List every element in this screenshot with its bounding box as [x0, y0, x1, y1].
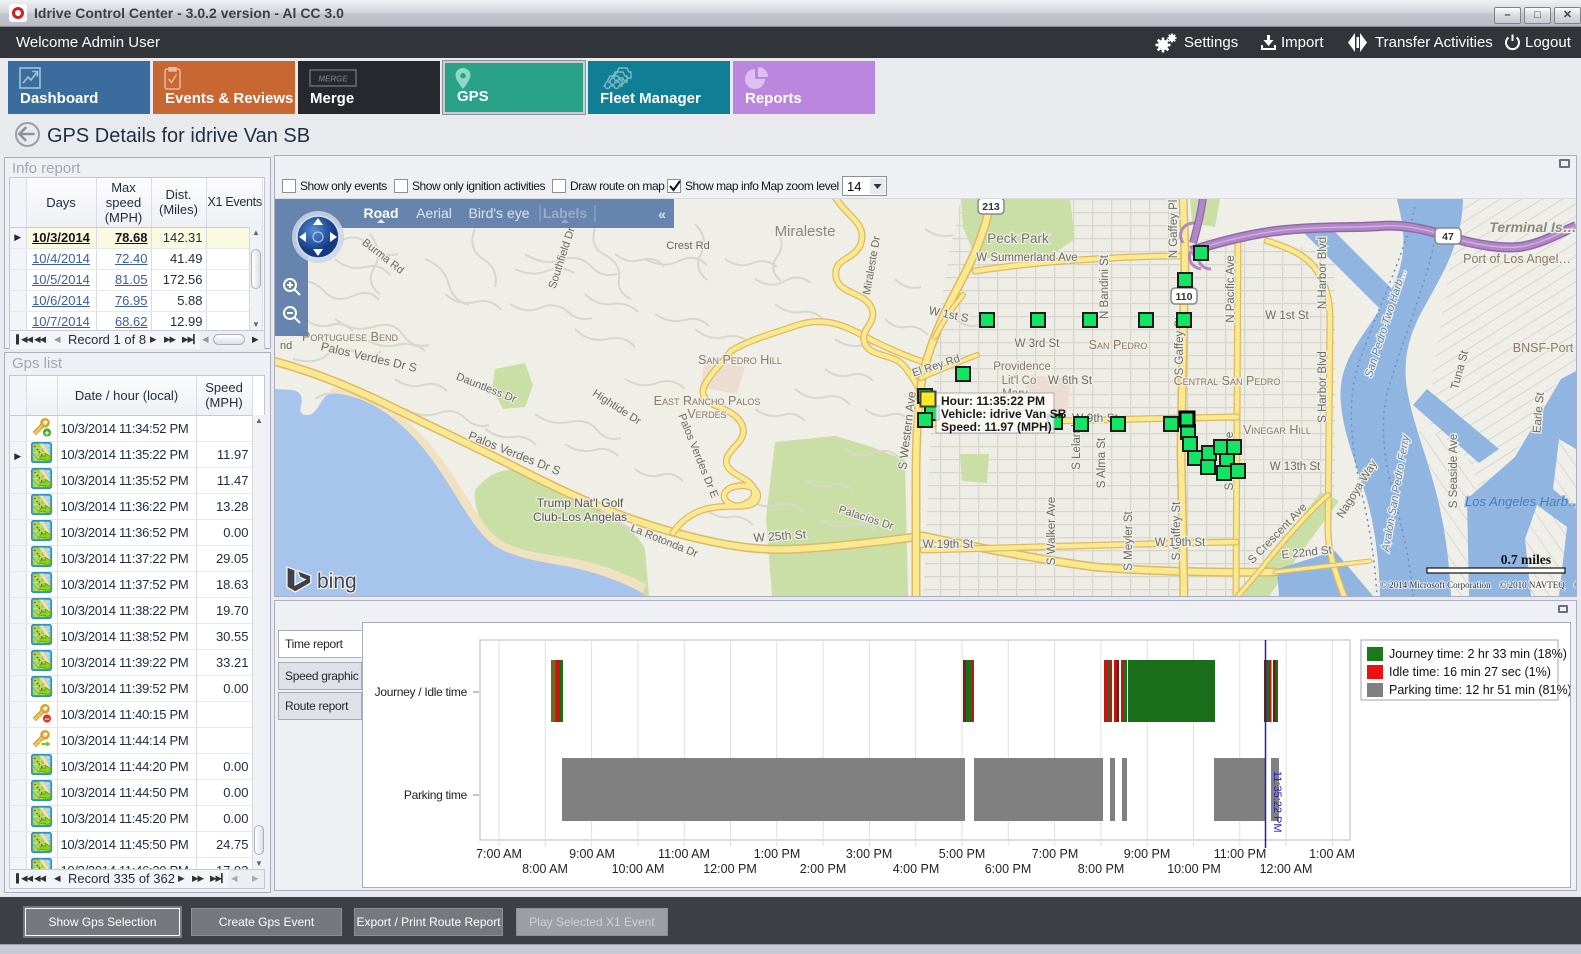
svg-text:9:00 PM: 9:00 PM — [1124, 847, 1171, 861]
svg-text:110: 110 — [1176, 291, 1193, 303]
svg-text:San Pedro: San Pedro — [1089, 338, 1148, 352]
svg-text:W 25th St: W 25th St — [753, 527, 807, 545]
svg-text:N Bandini St: N Bandini St — [1099, 254, 1111, 319]
svg-text:S Gaffey St: S Gaffey St — [1171, 501, 1183, 560]
svg-text:Trump Nat'l Golf: Trump Nat'l Golf — [537, 496, 624, 510]
svg-text:−: − — [44, 713, 49, 723]
svg-text:N Pacific Ave: N Pacific Ave — [1225, 255, 1237, 323]
svg-text:8:00 AM: 8:00 AM — [522, 862, 568, 876]
svg-text:Aerial: Aerial — [416, 205, 452, 221]
svg-text:Portuguese Bend: Portuguese Bend — [302, 330, 398, 344]
svg-text:10:00 AM: 10:00 AM — [612, 862, 665, 876]
svg-text:12:00 AM: 12:00 AM — [1260, 862, 1313, 876]
svg-text:Earle St: Earle St — [1531, 391, 1547, 434]
svg-text:W 6th St: W 6th St — [1048, 375, 1093, 387]
svg-text:S Walker Ave: S Walker Ave — [1046, 497, 1058, 565]
svg-text:Parking time: Parking time — [404, 788, 468, 802]
svg-text:7:00 AM: 7:00 AM — [476, 847, 522, 861]
svg-text:W 1st St: W 1st St — [1265, 310, 1309, 322]
svg-text:3:00 PM: 3:00 PM — [846, 847, 893, 861]
svg-text:+: + — [44, 427, 49, 437]
svg-text:Crest Rd: Crest Rd — [666, 240, 709, 252]
svg-text:9:00 AM: 9:00 AM — [569, 847, 615, 861]
svg-text:© 2014 Microsoft Corporation: © 2014 Microsoft Corporation © 2010 NAVT… — [1380, 580, 1576, 590]
svg-text:Central San Pedro: Central San Pedro — [1174, 374, 1281, 388]
svg-text:Peck Park: Peck Park — [987, 231, 1049, 246]
svg-text:S Harbor Blvd: S Harbor Blvd — [1317, 351, 1329, 423]
svg-text:N Gaffey Pl: N Gaffey Pl — [1168, 200, 1180, 259]
svg-text:Terminal Is…: Terminal Is… — [1489, 219, 1576, 235]
svg-text:W 19th St: W 19th St — [923, 539, 974, 551]
svg-text:Labels: Labels — [543, 205, 588, 221]
svg-text:nd: nd — [280, 340, 292, 352]
svg-text:Journey time: 2 hr 33 min (18%: Journey time: 2 hr 33 min (18%) — [1389, 647, 1567, 661]
svg-text:Port of Los Angel…: Port of Los Angel… — [1463, 252, 1571, 266]
svg-text:Speed: 11.97 (MPH): Speed: 11.97 (MPH) — [941, 420, 1052, 434]
svg-text:8:00 PM: 8:00 PM — [1078, 862, 1125, 876]
svg-text:7:00 PM: 7:00 PM — [1032, 847, 1079, 861]
svg-text:Club-Los Angelas: Club-Los Angelas — [533, 510, 627, 524]
svg-text:Vehicle: idrive Van SB: Vehicle: idrive Van SB — [941, 407, 1067, 421]
svg-text:12:00 PM: 12:00 PM — [703, 862, 757, 876]
svg-text:Bird's eye: Bird's eye — [468, 205, 529, 221]
svg-text:N Harbor Blvd: N Harbor Blvd — [1317, 237, 1329, 309]
svg-text:4:00 PM: 4:00 PM — [893, 862, 940, 876]
svg-text:Providence: Providence — [993, 361, 1051, 373]
svg-text:0.7 miles: 0.7 miles — [1501, 552, 1551, 567]
svg-text:5:00 PM: 5:00 PM — [939, 847, 986, 861]
svg-text:W 13th St: W 13th St — [1270, 461, 1321, 473]
svg-text:S Leland: S Leland — [1071, 424, 1083, 469]
svg-text:1:00 AM: 1:00 AM — [1309, 847, 1355, 861]
svg-text:MERGE: MERGE — [318, 75, 348, 84]
svg-text:«: « — [658, 206, 666, 222]
svg-text:2:00 PM: 2:00 PM — [800, 862, 847, 876]
svg-text:11:00 PM: 11:00 PM — [1214, 847, 1267, 861]
svg-text:213: 213 — [982, 201, 1000, 213]
svg-text:W 3rd St: W 3rd St — [1015, 338, 1061, 350]
svg-text:Verdes: Verdes — [687, 407, 726, 421]
svg-text:47: 47 — [1442, 231, 1454, 243]
svg-text:10:00 PM: 10:00 PM — [1167, 862, 1221, 876]
svg-text:San Pedro Hill: San Pedro Hill — [698, 353, 782, 367]
svg-text:Road: Road — [364, 205, 399, 221]
svg-text:6:00 PM: 6:00 PM — [985, 862, 1032, 876]
svg-text:Hour: 11:35:22 PM: Hour: 11:35:22 PM — [941, 394, 1045, 408]
svg-text:11:35:22 PM: 11:35:22 PM — [1271, 771, 1283, 833]
svg-text:S Seaside Ave: S Seaside Ave — [1448, 434, 1460, 509]
svg-text:Idle time: 16 min 27 sec (1%): Idle time: 16 min 27 sec (1%) — [1389, 665, 1551, 679]
svg-text:Vinegar Hill: Vinegar Hill — [1243, 423, 1311, 437]
svg-text:W 19th St: W 19th St — [1155, 537, 1206, 549]
svg-text:W Summerland Ave: W Summerland Ave — [976, 252, 1077, 264]
svg-text:Parking time: 12 hr 51 min (81: Parking time: 12 hr 51 min (81%) — [1389, 683, 1570, 697]
svg-text:Lit'l Co: Lit'l Co — [1002, 375, 1037, 387]
svg-text:Journey / Idle time: Journey / Idle time — [375, 685, 468, 699]
svg-text:S Gaffey St: S Gaffey St — [1174, 316, 1186, 375]
svg-text:S Meyler St: S Meyler St — [1123, 510, 1135, 570]
svg-text:11:00 AM: 11:00 AM — [658, 847, 710, 861]
svg-text:bing: bing — [317, 570, 357, 593]
svg-text:BNSF-Port: BNSF-Port — [1513, 341, 1574, 355]
svg-text:East Rancho Palos: East Rancho Palos — [654, 394, 761, 408]
svg-text:Miraleste: Miraleste — [775, 223, 836, 240]
svg-text:S Alma St: S Alma St — [1096, 437, 1108, 488]
svg-text:1:00 PM: 1:00 PM — [754, 847, 801, 861]
svg-text:Los Angeles Harb…: Los Angeles Harb… — [1465, 494, 1576, 509]
